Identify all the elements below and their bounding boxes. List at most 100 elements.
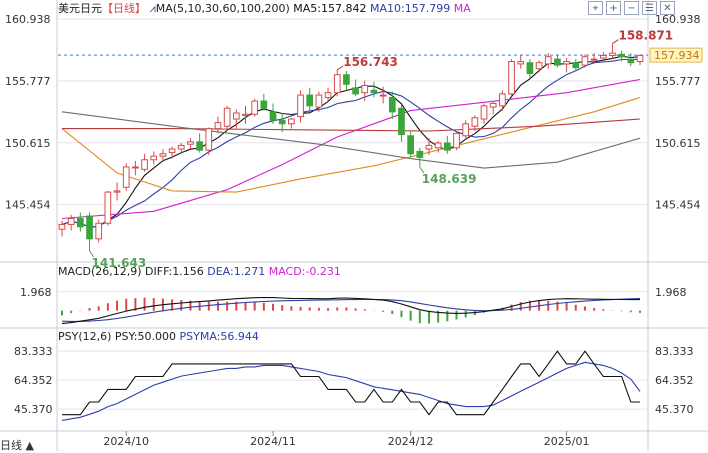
psy-tick-right: 64.352: [655, 374, 694, 387]
candle-body: [480, 105, 488, 120]
psy-tick-left: 45.370: [14, 403, 53, 416]
macd-name: MACD(26,12,9): [58, 265, 142, 278]
candle-body: [177, 144, 185, 150]
candle-body: [609, 52, 616, 57]
price-tick-left: 155.777: [5, 75, 51, 88]
zoom-in-icon[interactable]: +: [606, 1, 621, 15]
macd-tick-left: 1.968: [20, 286, 52, 299]
low-label: 141.643: [92, 256, 147, 270]
settings-icon[interactable]: ☰: [642, 1, 657, 15]
dea-line: [61, 297, 641, 322]
low-marker: [89, 250, 94, 258]
candle-body: [554, 58, 561, 66]
chart-type-icon[interactable]: ⩘: [149, 2, 156, 15]
zoom-out-icon[interactable]: −: [624, 1, 639, 15]
price-tick-left: 160.938: [5, 13, 51, 26]
low-marker: [419, 166, 425, 174]
candle-body: [508, 61, 515, 95]
candle-body: [499, 93, 506, 107]
macd-diff: DIFF:1.156: [145, 265, 204, 278]
ma5-value: MA5:157.842: [293, 2, 367, 15]
psy-tick-left: 64.352: [14, 374, 53, 387]
ma10-value: MA10:157.799: [370, 2, 451, 15]
high-label: 158.871: [618, 29, 673, 43]
candle-body: [232, 112, 240, 120]
candle-body: [416, 150, 424, 158]
candle-body: [618, 53, 625, 58]
candle-body: [324, 92, 332, 98]
candle-body: [242, 113, 249, 116]
ma60-line: [61, 96, 641, 193]
candle-body: [352, 87, 359, 95]
candle-body: [251, 100, 259, 115]
candle-body: [361, 84, 369, 94]
crosshair-icon[interactable]: ⌖: [588, 1, 603, 15]
price-tick-right: 160.938: [655, 13, 701, 26]
candle-body: [563, 61, 570, 65]
period-tag[interactable]: 【日线】: [102, 2, 146, 15]
candle-body: [462, 123, 470, 137]
candle-body: [333, 74, 341, 94]
date-tick-label: 2024/10: [103, 435, 149, 448]
macd-legend: MACD(26,12,9) DIFF:1.156 DEA:1.271 MACD:…: [58, 265, 341, 279]
chart-toolbar: ⌖ + − ☰ ✕: [588, 1, 675, 15]
high-label: 156.743: [343, 55, 398, 69]
candle-body: [425, 144, 433, 150]
candle-body: [223, 107, 231, 127]
candle-body: [590, 58, 598, 61]
candle-body: [297, 94, 304, 118]
candle-body: [141, 159, 148, 170]
candle-body: [168, 148, 176, 154]
psyma-line: [61, 361, 641, 421]
candle-body: [187, 141, 194, 145]
candle-body: [517, 61, 525, 65]
candle-body: [343, 74, 350, 85]
candle-body: [544, 56, 552, 65]
candle-body: [205, 128, 213, 151]
psy-value: PSY:50.000: [114, 330, 176, 343]
candle-body: [471, 117, 479, 127]
candle-body: [489, 102, 497, 108]
candle-body: [260, 100, 268, 109]
candle-body: [196, 141, 203, 151]
ma-more: MA: [453, 2, 471, 15]
candle-body: [122, 166, 130, 188]
period-scale-button[interactable]: 日线 ▲: [0, 439, 34, 452]
psyma-value: PSYMA:56.944: [179, 330, 259, 343]
candle-body: [132, 166, 139, 169]
candle-body: [627, 58, 635, 64]
psy-name: PSY(12,6): [58, 330, 112, 343]
candlestick-layer: [58, 43, 644, 251]
psy-tick-right: 83.333: [655, 345, 694, 358]
candle-body: [599, 55, 607, 59]
candle-body: [315, 94, 323, 108]
date-tick-label: 2024/11: [250, 435, 296, 448]
candle-body: [407, 135, 414, 155]
last-price-box: [649, 47, 703, 63]
candle-body: [58, 223, 66, 230]
price-tick-right: 155.777: [655, 75, 701, 88]
candle-body: [398, 107, 405, 136]
candle-body: [269, 111, 277, 121]
last-price-label: 157.934: [654, 49, 700, 62]
date-tick-label: 2025/01: [544, 435, 590, 448]
candle-body: [581, 56, 589, 66]
ma100-line: [62, 118, 641, 132]
diff-line: [61, 296, 640, 325]
ma30-line: [61, 78, 641, 220]
candle-body: [95, 222, 103, 240]
close-icon[interactable]: ✕: [660, 1, 675, 15]
macd-layer: [61, 296, 641, 325]
psy-legend: PSY(12,6) PSY:50.000 PSYMA:56.944: [58, 330, 259, 344]
candle-body: [214, 122, 222, 130]
candle-body: [535, 62, 543, 70]
candle-body: [636, 55, 644, 63]
candle-body: [104, 191, 112, 224]
macd-dea: DEA:1.271: [207, 265, 266, 278]
main-legend: 美元日元【日线】 ⩘MA(5,10,30,60,100,200) MA5:157…: [58, 2, 471, 16]
price-tick-right: 150.615: [655, 137, 701, 150]
candle-body: [572, 62, 580, 69]
label-layer: 157.934 158.871 156.743 148.639 141.643: [89, 29, 703, 270]
price-tick-left: 150.615: [5, 137, 51, 150]
